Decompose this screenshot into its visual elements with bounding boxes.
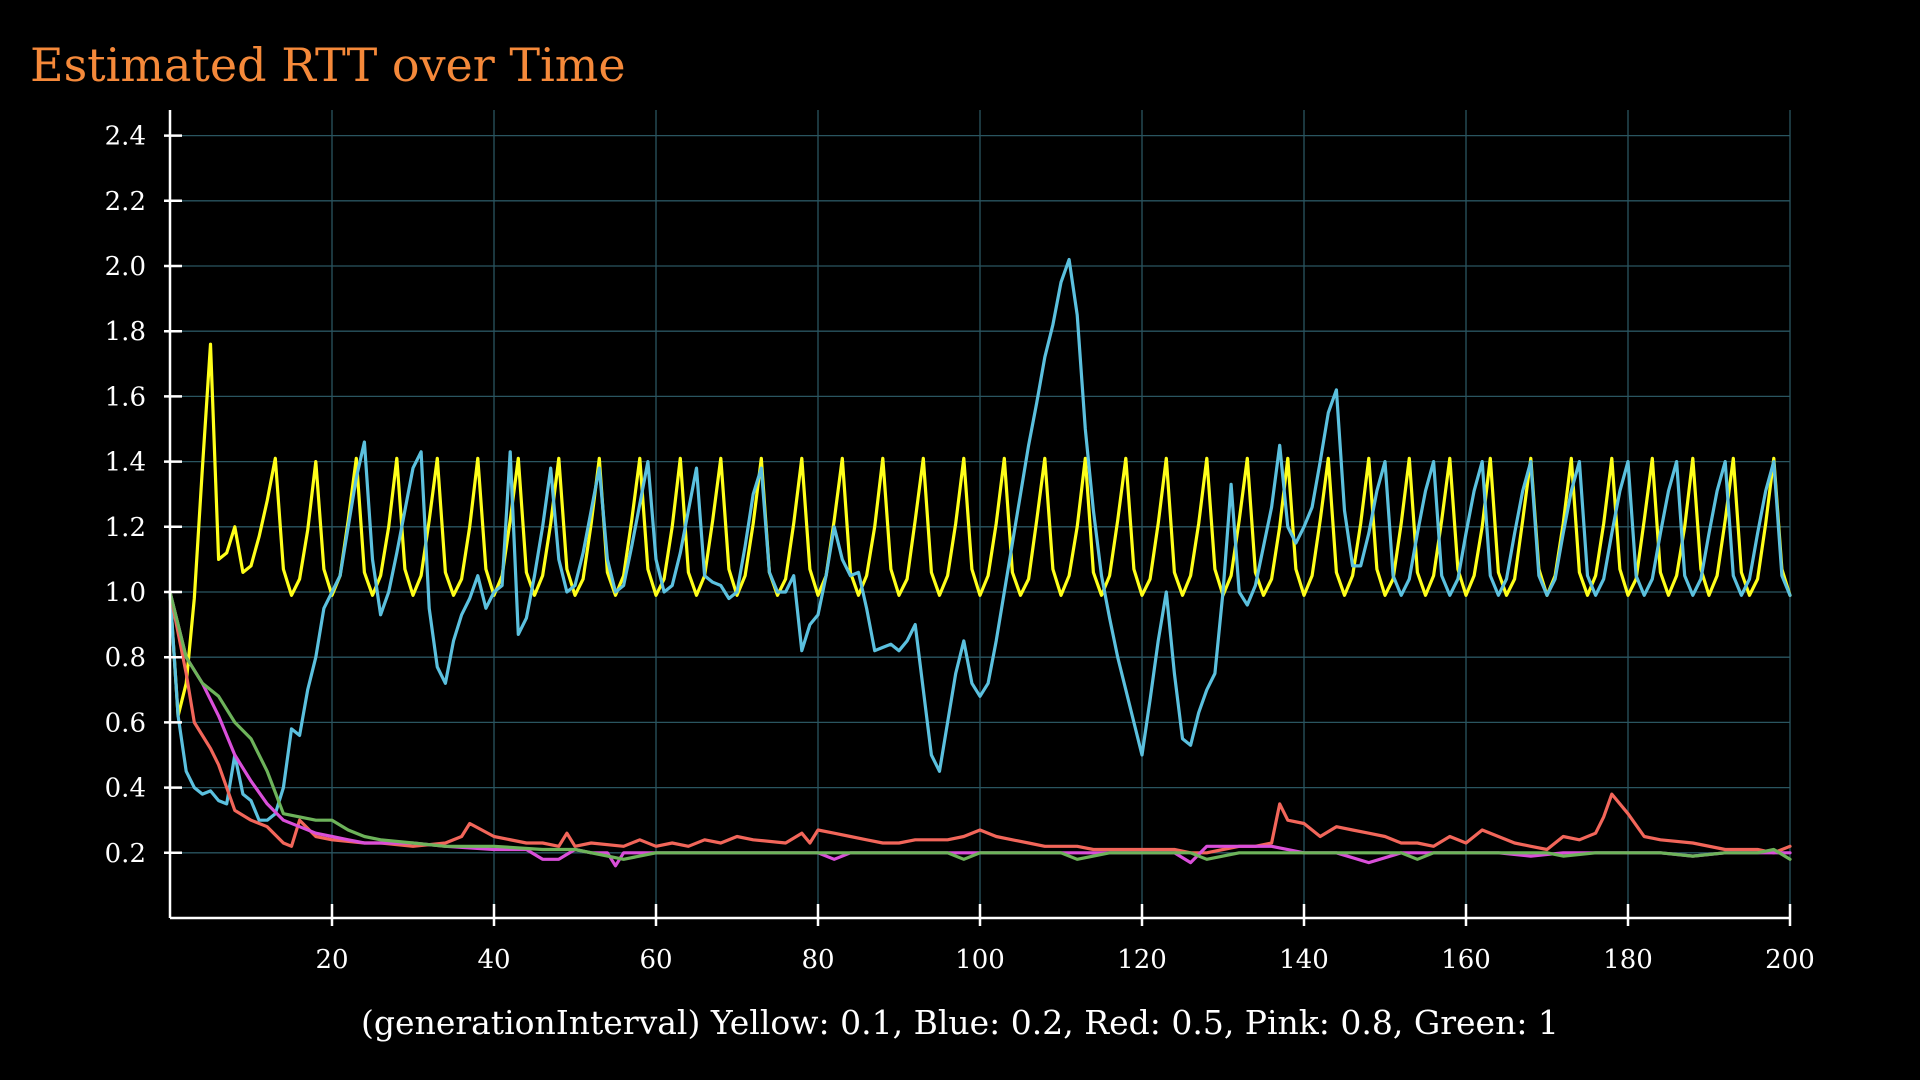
x-tick-label: 140 <box>1279 945 1329 975</box>
x-tick-label: 120 <box>1117 945 1167 975</box>
y-tick-label: 2.2 <box>105 187 146 217</box>
series-line-1 <box>168 257 1792 822</box>
y-tick-label: 0.2 <box>105 839 146 869</box>
series-line-2 <box>168 590 1792 855</box>
y-tick-label: 0.8 <box>105 643 146 673</box>
x-tick-label: 100 <box>955 945 1005 975</box>
grid <box>170 110 1791 918</box>
x-tick-label: 60 <box>639 945 672 975</box>
x-tick-label: 40 <box>477 945 510 975</box>
y-tick-label: 0.6 <box>105 708 146 738</box>
y-tick-label: 2.0 <box>105 252 146 282</box>
x-tick-label: 80 <box>801 945 834 975</box>
x-axis-title: (generationInterval) Yellow: 0.1, Blue: … <box>361 1003 1559 1042</box>
axes: 0.2 0.4 0.6 0.8 1.0 1.2 1.4 1.6 1.8 2.0 2.2 2.4 20 40… <box>105 110 1815 975</box>
x-tick-label: 200 <box>1765 945 1815 975</box>
series-layer <box>168 257 1792 868</box>
y-tick-label: 0.4 <box>105 774 146 804</box>
x-tick-label: 160 <box>1441 945 1491 975</box>
y-tick-label: 1.0 <box>105 578 146 608</box>
y-tick-label: 2.4 <box>105 122 146 152</box>
series-line-0 <box>168 342 1792 718</box>
y-tick-label: 1.8 <box>105 317 146 347</box>
chart-title: Estimated RTT over Time <box>30 38 626 92</box>
series-line-4 <box>168 590 1792 861</box>
x-tick-label: 180 <box>1603 945 1653 975</box>
y-tick-label: 1.6 <box>105 382 146 412</box>
y-tick-label: 1.4 <box>105 448 146 478</box>
x-tick-label: 20 <box>315 945 348 975</box>
y-tick-label: 1.2 <box>105 513 146 543</box>
